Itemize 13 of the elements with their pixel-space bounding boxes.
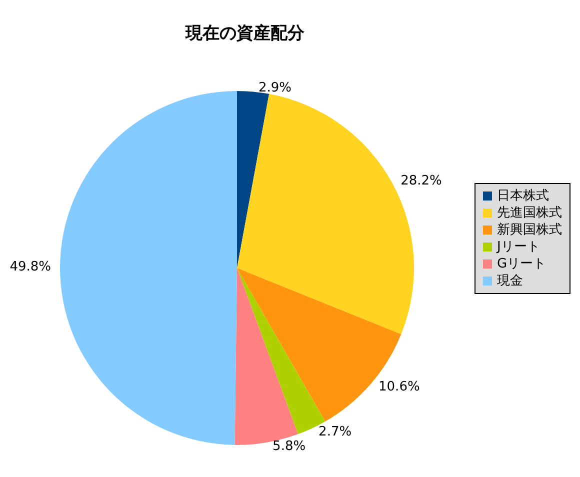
data-label: 2.7% [318,424,352,440]
legend-label: Jリート [496,240,540,254]
data-label: 5.8% [272,438,306,454]
legend-label: 日本株式 [497,188,549,204]
chart-title: 現在の資産配分 [184,24,306,44]
legend-label: 先進国株式 [497,206,562,220]
legend-label: 新興国株式 [497,222,562,238]
data-label: 28.2% [400,173,442,188]
data-label: 2.9% [258,80,292,96]
data-label: 10.6% [378,379,420,394]
legend-label: Gリート [497,256,546,272]
legend-label: 現金 [497,274,523,288]
data-label: 49.8% [10,259,52,274]
